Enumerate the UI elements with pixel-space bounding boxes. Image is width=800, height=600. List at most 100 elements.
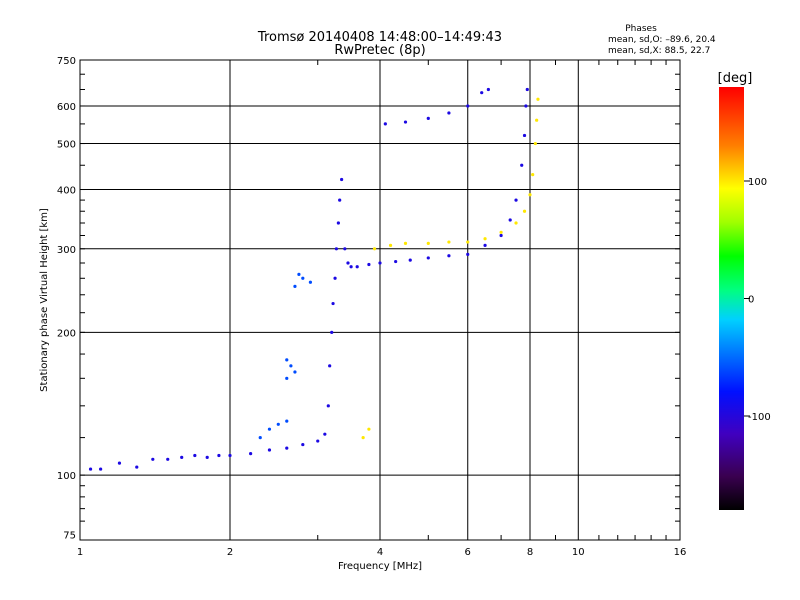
data-point xyxy=(217,453,221,458)
y-tick-label: 300 xyxy=(57,245,76,256)
data-point xyxy=(285,419,289,423)
data-point xyxy=(330,330,334,334)
data-point xyxy=(408,258,412,262)
chart-subtitle: RwPretec (8p) xyxy=(334,43,425,58)
data-point xyxy=(361,435,365,440)
data-point xyxy=(340,177,344,182)
phase-stats-title: Phases xyxy=(625,24,657,34)
data-point xyxy=(514,221,518,225)
data-point xyxy=(447,111,451,115)
data-point xyxy=(483,243,487,247)
colorbar-tick-label: 0 xyxy=(748,295,754,306)
data-point xyxy=(293,370,297,374)
data-point xyxy=(388,243,393,247)
y-tick-label: 750 xyxy=(57,56,76,67)
data-point xyxy=(447,254,451,258)
data-point xyxy=(285,358,289,362)
x-axis-label: Frequency [MHz] xyxy=(338,561,422,572)
data-point xyxy=(193,453,197,458)
x-tick-label: 1 xyxy=(77,547,83,558)
data-point xyxy=(285,446,289,450)
data-point xyxy=(285,376,289,380)
y-tick-label: 500 xyxy=(57,140,76,151)
data-point xyxy=(466,240,470,244)
colorbar-tick-label: -100 xyxy=(748,412,771,423)
y-tick-label: 400 xyxy=(57,186,76,197)
data-point xyxy=(533,141,537,146)
x-tick-label: 10 xyxy=(572,547,585,558)
grid xyxy=(80,60,680,540)
data-point xyxy=(426,241,430,245)
chart-title: Tromsø 20140408 14:48:00–14:49:43 xyxy=(257,30,502,45)
data-point xyxy=(228,453,232,458)
data-point xyxy=(536,97,540,101)
data-point xyxy=(135,465,139,469)
data-point xyxy=(336,221,340,225)
data-point xyxy=(346,261,350,265)
y-axis-label: Stationary phase Virtual Height [km] xyxy=(39,208,50,392)
data-point xyxy=(180,455,184,459)
data-point xyxy=(520,163,524,167)
data-point xyxy=(528,193,532,197)
x-tick-label: 4 xyxy=(377,547,383,558)
colorbar-tick-label: 100 xyxy=(748,177,767,188)
data-point xyxy=(331,301,335,306)
y-tick-label: 200 xyxy=(57,328,76,339)
data-point xyxy=(367,262,371,267)
data-point xyxy=(499,233,503,238)
data-point xyxy=(466,252,470,256)
y-tick-label: 100 xyxy=(57,471,76,482)
data-point xyxy=(447,240,451,244)
data-point xyxy=(334,247,338,251)
data-point xyxy=(338,198,342,202)
data-point xyxy=(323,432,327,436)
data-point xyxy=(166,457,170,461)
data-point xyxy=(522,209,527,213)
data-point xyxy=(328,364,332,368)
data-point xyxy=(276,422,280,426)
data-point xyxy=(403,241,408,245)
scatter-points xyxy=(88,87,540,471)
data-point xyxy=(525,87,529,92)
data-point xyxy=(88,467,93,471)
data-point xyxy=(535,118,539,122)
phase-stats-x: mean, sd,X: 88.5, 22.7 xyxy=(608,46,710,56)
data-point xyxy=(301,442,305,447)
data-point xyxy=(524,104,528,108)
data-point xyxy=(378,261,382,265)
data-point xyxy=(308,280,313,284)
data-point xyxy=(249,452,253,456)
data-point xyxy=(480,91,484,95)
colorbar-label: [deg] xyxy=(718,71,753,86)
data-point xyxy=(151,457,155,461)
data-point xyxy=(394,259,398,264)
data-point xyxy=(267,427,272,431)
data-point xyxy=(522,133,527,138)
data-point xyxy=(117,461,122,465)
data-point xyxy=(383,122,387,126)
data-point xyxy=(333,276,337,280)
data-point xyxy=(99,467,103,471)
x-tick-label: 16 xyxy=(674,547,687,558)
data-point xyxy=(514,198,518,202)
data-point xyxy=(483,237,487,241)
data-point xyxy=(355,265,359,269)
data-point xyxy=(372,247,377,251)
data-point xyxy=(466,104,470,108)
x-axis: 1 2 4 6 8 10 16 xyxy=(77,60,687,558)
data-point xyxy=(531,173,535,177)
data-point xyxy=(499,230,503,234)
phase-stats-o: mean, sd,O: –89.6, 20.4 xyxy=(608,35,716,45)
data-point xyxy=(267,448,272,452)
data-point xyxy=(426,256,430,260)
x-tick-label: 6 xyxy=(465,547,471,558)
plot-frame xyxy=(79,59,681,541)
y-tick-label: 75 xyxy=(63,530,76,541)
data-point xyxy=(508,218,512,222)
data-point xyxy=(426,116,430,120)
data-point xyxy=(403,120,408,124)
data-point xyxy=(289,364,293,368)
x-tick-label: 2 xyxy=(227,547,233,558)
x-tick-label: 8 xyxy=(527,547,533,558)
